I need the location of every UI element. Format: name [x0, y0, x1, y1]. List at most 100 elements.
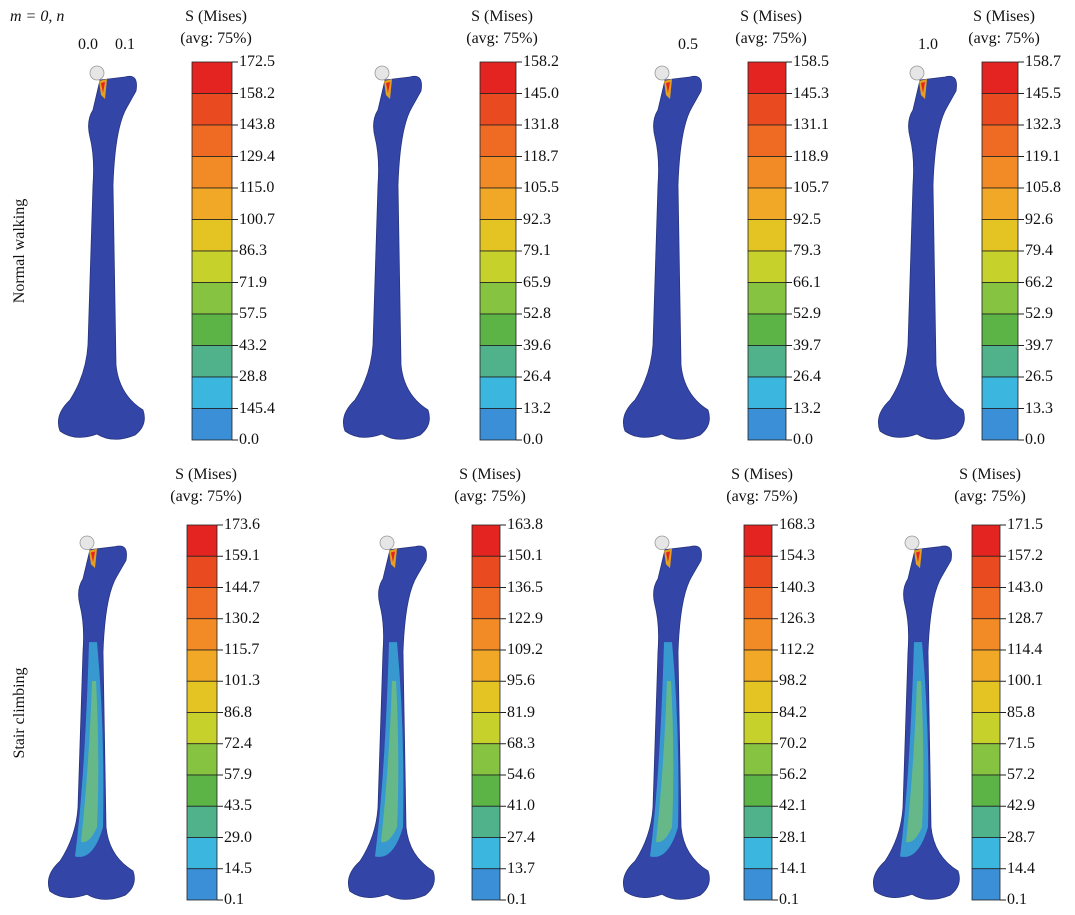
colorbar-band [743, 837, 773, 870]
n-value: 1.0 [918, 36, 938, 53]
stress-core [916, 551, 920, 563]
colorbar-tick-label: 126.3 [779, 609, 815, 627]
colorbar-tick-label: 14.4 [1007, 859, 1035, 877]
colorbar-tick-label: 143.8 [239, 116, 275, 133]
colorbar-tick-label: 0.1 [507, 891, 527, 908]
colorbar-tick-label: 26.4 [793, 368, 821, 385]
stress-band-inner [81, 681, 99, 843]
stress-core [921, 82, 925, 93]
colorbar-band [479, 93, 517, 126]
colorbar-tick-label: 42.1 [779, 797, 807, 815]
colorbar-tick-label: 54.6 [507, 766, 535, 783]
colorbar-band [981, 345, 1019, 378]
colorbar-tick-label: 13.7 [507, 859, 535, 877]
colorbar-tick-label: 66.1 [793, 273, 821, 291]
femur-body [877, 75, 965, 440]
stress-band-inner [656, 681, 674, 843]
femur [622, 535, 710, 900]
colorbar-band [191, 93, 233, 126]
colorbar-tick-label: 158.2 [523, 53, 559, 70]
stress-band-inner [906, 681, 924, 843]
colorbar-band [743, 743, 773, 776]
colorbar-band [981, 408, 1019, 441]
colorbar-tick-label: 95.6 [507, 672, 535, 690]
legend-subtitle: (avg: 75%) [180, 30, 252, 47]
colorbar-tick-label: 100.7 [239, 210, 275, 228]
colorbar-tick-label: 168.3 [779, 516, 815, 533]
colorbar-tick-label: 42.9 [1007, 797, 1035, 815]
femoral-head [79, 535, 95, 550]
colorbar-band [471, 774, 501, 807]
colorbar-tick-label: 52.9 [1025, 305, 1053, 322]
femur [622, 65, 710, 440]
femoral-head [904, 535, 920, 550]
legend-title: S (Mises) [973, 8, 1035, 25]
colorbar-tick-label: 79.3 [793, 242, 821, 259]
n-value: 0.1 [115, 36, 135, 53]
colorbar-tick-label: 0.0 [239, 431, 259, 448]
colorbar-tick-label: 39.7 [1025, 336, 1053, 354]
colorbar-band [479, 219, 517, 252]
colorbar-band [743, 524, 773, 557]
colorbar-tick-label: 68.3 [507, 734, 535, 752]
colorbar-tick-label: 29.0 [224, 828, 252, 846]
colorbar-band [981, 156, 1019, 189]
colorbar-band [743, 555, 773, 588]
colorbar-band [191, 408, 233, 441]
colorbar-tick-label: 131.1 [793, 116, 829, 133]
femoral-head [909, 65, 925, 81]
legend-title: S (Mises) [459, 466, 521, 483]
colorbar-band [471, 555, 501, 588]
stress-core [386, 82, 390, 93]
colorbar-tick-label: 159.1 [224, 547, 260, 565]
colorbar-band [747, 219, 787, 252]
colorbar-tick-label: 154.3 [779, 547, 815, 565]
colorbar-tick-label: 14.1 [779, 859, 807, 877]
legend-title: S (Mises) [740, 8, 802, 25]
colorbar-tick-label: 172.5 [239, 53, 275, 70]
colorbar-band [479, 313, 517, 346]
legend-subtitle: (avg: 75%) [170, 488, 242, 505]
colorbar-tick-label: 0.0 [793, 431, 813, 448]
row-label: Stair climbing [11, 666, 28, 759]
colorbar-band [747, 187, 787, 220]
colorbar-tick-label: 136.5 [507, 578, 543, 596]
legend-title: S (Mises) [959, 466, 1021, 483]
colorbar-tick-label: 52.9 [793, 305, 821, 322]
colorbar-band [981, 187, 1019, 220]
colorbar-band [471, 680, 501, 713]
colorbar-tick-label: 105.5 [523, 179, 559, 196]
colorbar-tick-label: 114.4 [1007, 641, 1043, 658]
legend-subtitle: (avg: 75%) [968, 30, 1040, 47]
colorbar-band [479, 408, 517, 441]
colorbar-band [191, 219, 233, 252]
colorbar-tick-label: 57.5 [239, 305, 267, 322]
femur [57, 65, 145, 440]
colorbar-band [471, 649, 501, 682]
colorbar-tick-label: 71.9 [239, 273, 267, 291]
colorbar-tick-label: 39.7 [793, 336, 821, 354]
colorbar-band [186, 805, 218, 838]
stress-core [666, 551, 670, 563]
legend-subtitle: (avg: 75%) [954, 488, 1026, 505]
femur [872, 535, 960, 900]
colorbar-tick-label: 85.8 [1007, 703, 1035, 721]
colorbar-band [471, 618, 501, 651]
colorbar-tick-label: 115.7 [224, 641, 260, 658]
colorbar-tick-label: 128.7 [1007, 609, 1043, 627]
colorbar-tick-label: 132.3 [1025, 116, 1061, 133]
colorbar-band [743, 618, 773, 651]
colorbar-tick-label: 105.8 [1025, 179, 1061, 196]
colorbar-tick-label: 158.5 [793, 53, 829, 70]
colorbar-tick-label: 84.2 [779, 703, 807, 721]
stress-core [666, 82, 670, 93]
colorbar-tick-label: 122.9 [507, 609, 543, 627]
colorbar-tick-label: 92.3 [523, 210, 551, 228]
femur [347, 535, 435, 900]
colorbar-band [747, 93, 787, 126]
femur-body [57, 75, 145, 440]
colorbar-tick-label: 0.1 [1007, 891, 1027, 908]
colorbar-band [186, 837, 218, 870]
